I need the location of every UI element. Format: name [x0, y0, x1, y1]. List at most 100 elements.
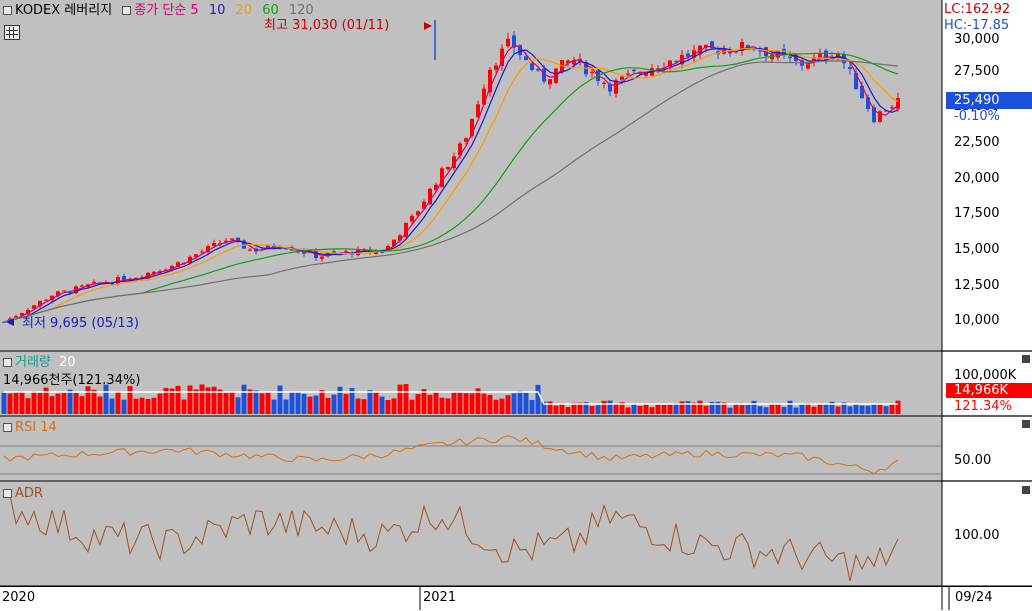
candle — [170, 265, 174, 269]
volume-bar — [457, 392, 463, 414]
candle — [332, 251, 336, 253]
price-tick: 27,500 — [954, 64, 1000, 79]
rsi-line — [3, 435, 899, 475]
volume-bar — [373, 392, 379, 414]
volume-bar — [397, 384, 403, 414]
candle — [248, 249, 252, 251]
adr-axis[interactable] — [942, 482, 1032, 586]
volume-bar — [217, 389, 223, 414]
candle — [530, 63, 534, 71]
candle — [110, 283, 114, 285]
volume-bar — [43, 387, 49, 414]
volume-bar — [685, 401, 691, 414]
volume-bar — [493, 399, 499, 414]
panel-toggle-icon[interactable] — [3, 6, 12, 15]
candle — [38, 300, 42, 307]
candle — [866, 97, 870, 110]
volume-bar — [85, 386, 91, 414]
collapse-icon[interactable] — [1022, 420, 1030, 428]
volume-bar — [439, 397, 445, 414]
ma120-line — [3, 60, 899, 323]
volume-bar — [139, 397, 145, 414]
adr-legend[interactable]: ADR — [3, 486, 43, 501]
candle — [446, 167, 450, 170]
volume-bar — [835, 406, 841, 414]
volume-bar — [109, 398, 115, 414]
volume-bar — [631, 404, 637, 414]
adr-panel[interactable] — [0, 482, 942, 586]
rsi-legend[interactable]: RSI 14 — [3, 420, 57, 435]
candle — [698, 45, 702, 55]
volume-bar — [787, 400, 793, 414]
candle — [854, 72, 858, 90]
volume-value: 14,966천주(121.34%) — [3, 373, 141, 388]
candle — [176, 262, 180, 267]
ma120-label: 120 — [288, 3, 314, 18]
candle — [92, 281, 96, 283]
volume-bar — [709, 401, 715, 414]
rsi-panel[interactable] — [0, 417, 942, 480]
candle — [152, 271, 156, 274]
volume-bar — [613, 403, 619, 414]
volume-bar — [349, 387, 355, 414]
candle — [476, 104, 480, 118]
candle — [602, 82, 606, 84]
price-tick: 12,500 — [954, 278, 1000, 293]
panel-toggle-icon[interactable] — [3, 489, 12, 498]
volume-bar — [241, 384, 247, 414]
volume-bar — [175, 385, 181, 414]
volume-legend[interactable]: 거래량 20 — [3, 355, 76, 370]
candle — [194, 254, 198, 258]
volume-bar — [799, 403, 805, 414]
candle — [20, 313, 24, 316]
volume-bar — [889, 404, 895, 414]
volume-bar — [223, 392, 229, 414]
volume-bar — [31, 391, 37, 414]
volume-bar — [181, 399, 187, 414]
volume-bar — [319, 390, 325, 414]
volume-bar — [295, 392, 301, 414]
candle — [464, 138, 468, 142]
volume-bar — [739, 405, 745, 414]
panel-toggle-icon[interactable] — [122, 6, 132, 15]
volume-bar — [697, 400, 703, 414]
candle — [212, 243, 216, 246]
ma20-line — [3, 47, 899, 323]
panel-toggle-icon[interactable] — [3, 423, 12, 432]
candle — [386, 246, 390, 252]
volume-bar — [277, 385, 283, 414]
candle — [80, 285, 84, 287]
hc-label: HC:-17.85 — [944, 18, 1010, 33]
volume-bar — [847, 406, 853, 414]
candle — [230, 238, 234, 240]
candle — [416, 211, 420, 216]
ma10-label: 10 — [208, 3, 226, 18]
collapse-icon[interactable] — [1022, 486, 1030, 494]
price-legend[interactable]: KODEX 레버리지 종가 단순 5 10 20 60 120 — [3, 3, 314, 18]
ma-label: 종가 단순 5 — [134, 3, 199, 18]
volume-bar — [391, 398, 397, 414]
rsi-axis[interactable] — [942, 417, 1032, 480]
collapse-icon[interactable] — [1022, 355, 1030, 363]
volume-bar — [565, 407, 571, 414]
candle — [122, 275, 126, 281]
candle — [320, 256, 324, 259]
volume-bar — [55, 393, 61, 414]
candle — [500, 48, 504, 66]
volume-bar — [769, 404, 775, 414]
candle — [236, 237, 240, 241]
price-axis[interactable] — [942, 0, 1032, 350]
panel-toggle-icon[interactable] — [3, 358, 12, 367]
candle — [116, 277, 120, 284]
volume-bar — [505, 395, 511, 414]
volume-bar — [49, 396, 55, 414]
volume-bar — [577, 402, 583, 414]
grid-toggle-icon[interactable] — [4, 25, 20, 40]
volume-bar — [811, 406, 817, 414]
volume-ma-line — [4, 391, 898, 405]
volume-bar — [643, 404, 649, 414]
candle — [512, 35, 516, 48]
volume-bar — [823, 403, 829, 414]
ma60-line — [3, 52, 899, 323]
